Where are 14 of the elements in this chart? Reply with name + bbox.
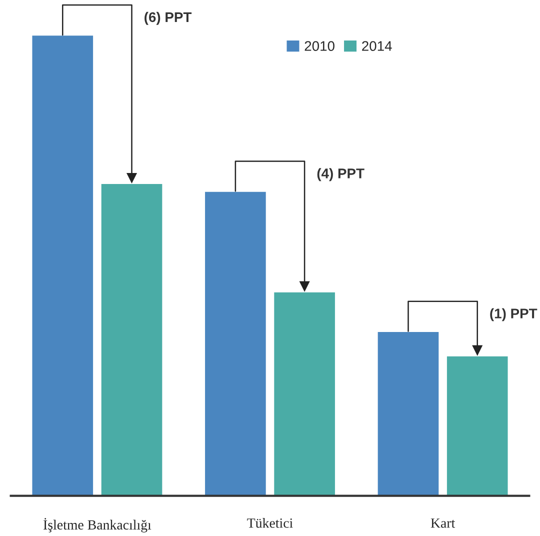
bar	[100, 182, 164, 496]
annotation: (4) PPT	[317, 168, 364, 182]
text: (6) PPT	[144, 12, 192, 25]
x-tick-label: Tüketici	[247, 518, 293, 528]
bar	[446, 355, 510, 496]
legend-label: 2014	[362, 41, 392, 51]
annotation: (1) PPT	[490, 308, 538, 322]
x-tick-label: İşletme Bankacılığı	[44, 518, 152, 532]
bar	[204, 190, 268, 496]
x-tick-label: Kart	[430, 518, 456, 528]
bar	[272, 290, 336, 496]
legend-label: 2010	[304, 41, 334, 51]
bar	[376, 330, 440, 496]
bar	[30, 34, 94, 496]
